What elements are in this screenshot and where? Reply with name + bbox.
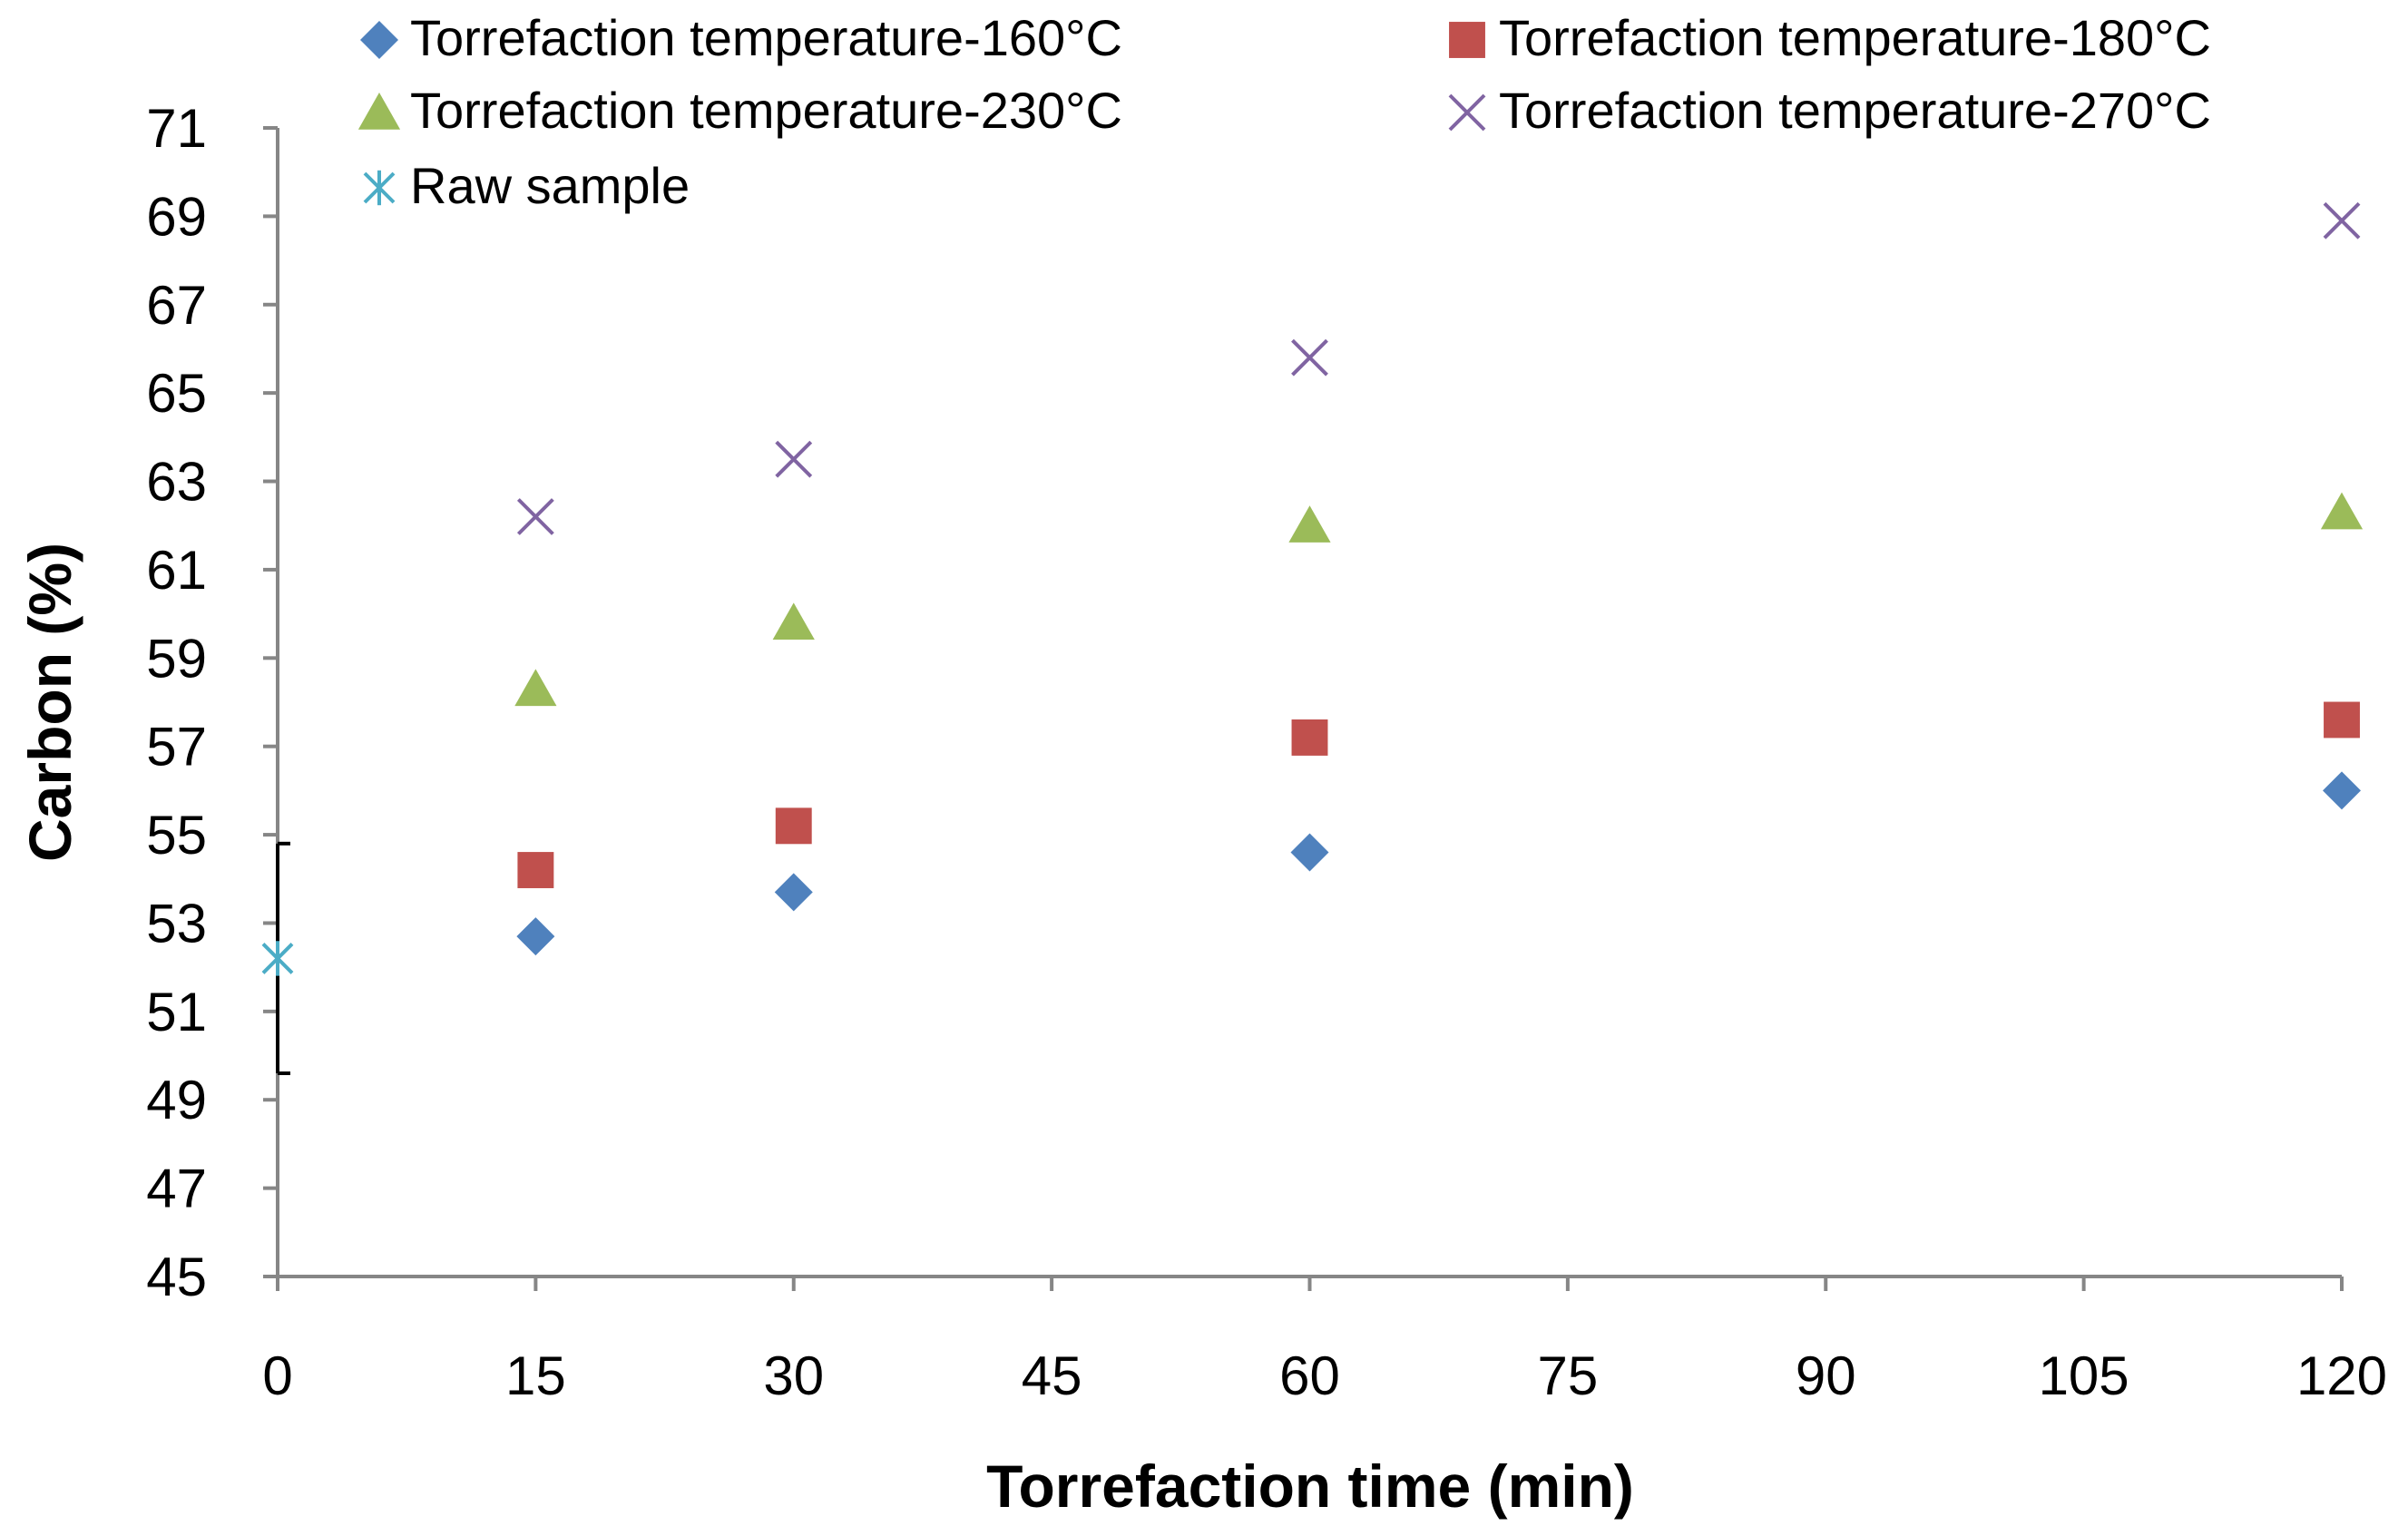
- data-point-square: [775, 807, 812, 845]
- data-point-square: [1291, 719, 1328, 756]
- legend-marker-x: [1448, 93, 1486, 132]
- x-ticks: 0 15 30 45 60 75 90 105 120: [262, 1277, 2387, 1406]
- data-point-star: [261, 941, 294, 976]
- data-point-diamond: [774, 873, 813, 912]
- y-tick-label: 61: [146, 540, 207, 601]
- legend-label-160: Torrefaction temperature-160°C: [410, 9, 1122, 66]
- y-tick-label: 71: [146, 98, 207, 159]
- y-tick-label: 45: [146, 1247, 207, 1307]
- data-point-diamond: [2323, 771, 2361, 810]
- x-tick-label: 75: [1538, 1345, 1599, 1406]
- data-point-diamond: [516, 917, 555, 956]
- legend-item-180: Torrefaction temperature-180°C: [1449, 9, 2211, 66]
- legend-marker-triangle: [357, 93, 401, 130]
- legend-marker-shape: [363, 170, 396, 206]
- y-tick-label: 65: [146, 363, 207, 424]
- data-point-square: [2324, 701, 2360, 739]
- y-tick-label: 55: [146, 805, 207, 866]
- x-tick-label: 120: [2296, 1345, 2387, 1406]
- y-axis-title: Carbon (%): [16, 543, 83, 862]
- x-tick-label: 0: [262, 1345, 292, 1406]
- legend-marker-star: [363, 170, 396, 206]
- legend: Torrefaction temperature-160°C Torrefact…: [357, 9, 2211, 214]
- legend-marker-square: [1449, 22, 1485, 58]
- x-tick-label: 105: [2039, 1345, 2129, 1406]
- legend-label-raw: Raw sample: [410, 157, 690, 214]
- y-tick-label: 67: [146, 275, 207, 336]
- legend-marker-shape: [1448, 93, 1486, 132]
- x-axis-title: Torrefaction time (min): [986, 1453, 1634, 1520]
- x-tick-label: 90: [1796, 1345, 1856, 1406]
- y-tick-label: 51: [146, 982, 207, 1042]
- x-tick-label: 15: [505, 1345, 566, 1406]
- data-point-triangle: [2320, 492, 2364, 530]
- data-point-x: [1291, 338, 1328, 377]
- x-tick-label: 45: [1022, 1345, 1082, 1406]
- data-point-diamond: [1290, 833, 1329, 872]
- axes: 45 47 49 51 53 55 57 59 61 63 65 67 69 71 0 15 30 45 60 75…: [146, 98, 2387, 1406]
- y-tick-label: 49: [146, 1070, 207, 1130]
- legend-item-270: Torrefaction temperature-270°C: [1448, 82, 2211, 139]
- legend-label-230: Torrefaction temperature-230°C: [410, 82, 1122, 139]
- data-point-x: [516, 498, 554, 535]
- legend-item-230: Torrefaction temperature-230°C: [357, 82, 1122, 139]
- legend-marker-shape: [1449, 22, 1485, 58]
- legend-item-160: Torrefaction temperature-160°C: [360, 9, 1122, 66]
- y-tick-label: 53: [146, 893, 207, 954]
- legend-marker-diamond: [360, 21, 398, 59]
- y-tick-label: 47: [146, 1159, 207, 1219]
- legend-marker-shape: [357, 93, 401, 130]
- y-ticks: 45 47 49 51 53 55 57 59 61 63 65 67 69 71: [146, 98, 278, 1307]
- legend-marker-shape: [360, 21, 398, 59]
- y-tick-label: 69: [146, 186, 207, 247]
- data-point-triangle: [514, 669, 557, 707]
- y-tick-label: 57: [146, 717, 207, 778]
- data-point-x: [775, 440, 813, 478]
- data-point-triangle: [772, 602, 815, 641]
- y-tick-label: 59: [146, 628, 207, 689]
- data-point-square: [517, 852, 554, 888]
- data-point-x: [2323, 201, 2361, 240]
- x-tick-label: 30: [763, 1345, 824, 1406]
- x-tick-label: 60: [1279, 1345, 1340, 1406]
- data-point-triangle: [1288, 505, 1331, 543]
- data-points: [261, 201, 2364, 976]
- legend-label-270: Torrefaction temperature-270°C: [1499, 82, 2211, 139]
- legend-item-raw: Raw sample: [363, 157, 690, 214]
- y-tick-label: 63: [146, 452, 207, 513]
- legend-label-180: Torrefaction temperature-180°C: [1499, 9, 2211, 66]
